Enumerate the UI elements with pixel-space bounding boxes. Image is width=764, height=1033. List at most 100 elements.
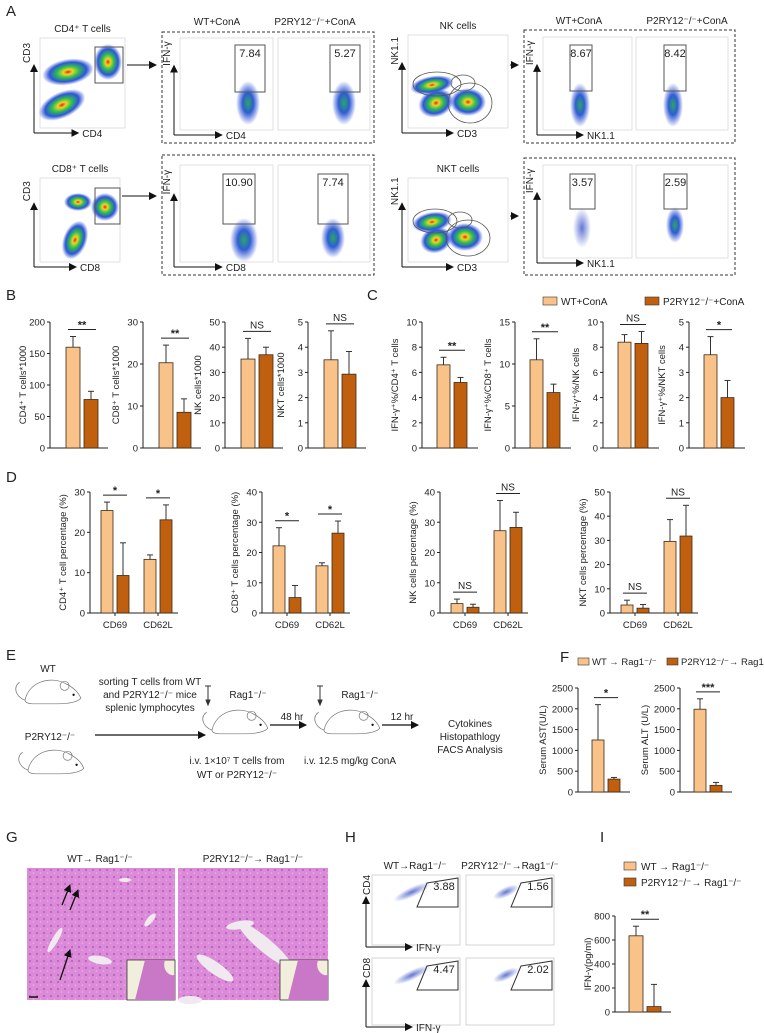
- ifn-gate: [569, 44, 593, 92]
- y-tick-label: 40: [209, 343, 220, 354]
- cell-population: [94, 44, 122, 80]
- ifn-gate: [663, 44, 687, 92]
- y-axis-label: NKT cells percentage (%): [578, 498, 589, 606]
- bar-wt: [240, 358, 256, 449]
- cell-population: [91, 193, 119, 221]
- bar-chart-c3: 0 2 4 6 8 10 IFN-γ⁺%/NK cells NS: [571, 313, 659, 455]
- cell-population: [236, 81, 260, 125]
- syringe-icon: [205, 685, 211, 707]
- gating-plot-title: CD8⁺ T cells: [52, 164, 109, 175]
- y-axis-label: IFN-γ⁺%/NK cells: [571, 348, 582, 422]
- x-axis-label: CD8: [226, 263, 246, 274]
- significance-label: NS: [333, 313, 347, 324]
- bar-wt: [158, 362, 174, 449]
- gating-plot-title: CD4⁺ T cells: [54, 24, 111, 35]
- lesion-arrow-icon: [69, 889, 80, 911]
- significance-label: **: [641, 909, 650, 921]
- legend-swatch-ko: [666, 657, 679, 666]
- bar-ko: [709, 784, 723, 793]
- y-tick-label: 1500: [654, 725, 675, 736]
- y-tick-label: 0: [40, 444, 45, 455]
- y-tick-label: 10: [209, 418, 220, 429]
- bar-ko: [646, 1006, 662, 1013]
- inset-tissue: [135, 960, 175, 1000]
- gating-plot-frame: [407, 177, 509, 263]
- ko-mouse-icon: [18, 749, 85, 775]
- flow-population-2: CD8⁺ T cells CD3 CD8 10.90 7.74 IFN-γ CD8: [22, 154, 375, 276]
- cell-population: [42, 58, 94, 86]
- cell-population: [230, 218, 258, 262]
- y-tick-label: 0: [600, 609, 605, 620]
- y-tick-label: 10: [594, 584, 605, 595]
- category-label: CD69: [103, 620, 127, 631]
- sorting-text-line1: sorting T cells from WT: [99, 677, 201, 688]
- outcome-histopathology: Histopathlogy: [440, 732, 501, 743]
- bar-ko: [453, 382, 468, 449]
- bar-wt: [617, 341, 632, 449]
- bar-wt: [143, 558, 157, 614]
- vessel: [119, 878, 131, 882]
- y-axis-label: CD4: [362, 875, 373, 895]
- gated-plot-frame: [542, 164, 633, 259]
- bar-chart-b2: 0 10 20 30 CD8⁺ T cells*1000 **: [111, 318, 201, 455]
- significance-label: NS: [628, 582, 642, 593]
- significance-label: *: [717, 320, 722, 332]
- y-tick-label: 2: [412, 418, 417, 429]
- y-tick-label: 100: [29, 381, 45, 392]
- y-tick-label: 0: [679, 444, 684, 455]
- ifn-gamma-percent: 2.02: [527, 964, 548, 976]
- cell-population: [573, 208, 591, 248]
- wt-mouse-icon: [15, 679, 82, 705]
- bar-ko: [331, 532, 345, 614]
- bar-wt: [450, 603, 464, 614]
- significance-label: NS: [458, 581, 472, 592]
- y-tick-label: 400: [594, 960, 610, 971]
- gated-plots-box: [161, 154, 375, 276]
- y-tick-label: 20: [209, 393, 220, 404]
- panel-label-i: I: [600, 829, 604, 846]
- significance-label: *: [156, 488, 161, 500]
- bar-wt: [703, 354, 718, 449]
- x-axis-label: NK1.1: [587, 131, 615, 142]
- recipient-mouse-icon-2: [314, 709, 381, 735]
- y-tick-label: 6: [593, 368, 598, 379]
- wt-mouse-label: WT: [40, 664, 56, 675]
- bar-ko: [466, 606, 480, 614]
- y-tick-label: 2: [593, 418, 598, 429]
- y-axis-label: Serum ALT (U/L): [640, 705, 651, 775]
- y-tick-label: 30: [209, 368, 220, 379]
- legend-c: WT+ConA P2RY12⁻/⁻+ConA: [542, 296, 745, 308]
- mouse-ear: [62, 750, 73, 761]
- x-axis-label: CD4: [226, 131, 246, 142]
- ifn-gamma-percent: 2.59: [665, 177, 686, 189]
- y-tick-label: 500: [557, 767, 573, 778]
- y-tick-label: 2500: [654, 684, 675, 695]
- ifn-gate: [234, 44, 266, 93]
- y-tick-label: 10: [424, 578, 435, 589]
- y-axis-label: IFN-γ(pg/ml): [583, 938, 594, 991]
- facs-plot-cd8-ko: 2.02: [465, 957, 555, 1026]
- bar-ko: [634, 343, 649, 449]
- y-tick-label: 0: [568, 788, 573, 799]
- y-tick-label: 2000: [552, 704, 573, 715]
- panel-label-d: D: [6, 469, 17, 486]
- gating-plot-title: NKT cells: [437, 164, 480, 175]
- ifn-gate: [329, 44, 361, 93]
- y-tick-label: 0: [133, 444, 138, 455]
- facs-title-wt: WT→Rag1⁻/⁻: [384, 861, 447, 872]
- panel-label-c: C: [367, 287, 378, 304]
- y-tick-label: 20: [594, 560, 605, 571]
- gated-plots-box: [161, 31, 375, 144]
- inset-tissue: [288, 960, 328, 1000]
- y-tick-label: 2500: [552, 684, 573, 695]
- bar-wt: [493, 530, 507, 614]
- y-tick-label: 600: [594, 936, 610, 947]
- bar-wt: [272, 545, 286, 614]
- y-tick-label: 2: [298, 393, 303, 404]
- gated-plot-frame: [277, 37, 371, 131]
- y-axis-label: IFN-γ: [525, 169, 536, 193]
- bar-wt: [628, 935, 644, 1013]
- legend-label-ko: P2RY12⁻/⁻→ Rag1⁻/⁻: [681, 657, 764, 668]
- y-tick-label: 0: [670, 788, 675, 799]
- gated-plot-frame: [635, 164, 729, 259]
